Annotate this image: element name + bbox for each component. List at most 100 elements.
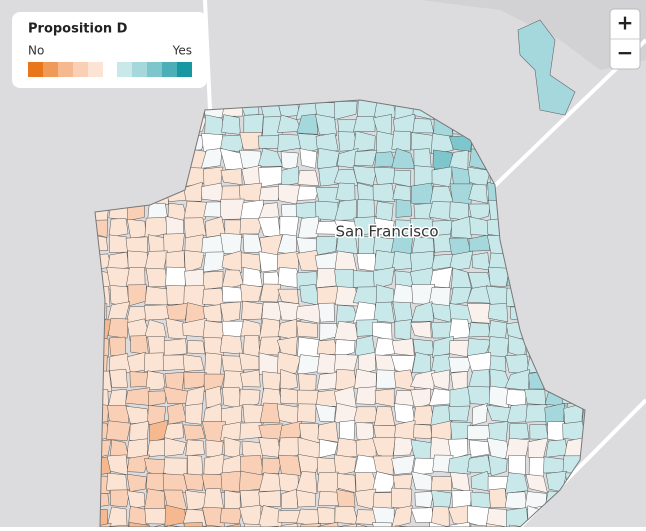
precinct (297, 523, 322, 527)
legend-swatch (117, 62, 132, 77)
precinct (144, 319, 167, 338)
precinct (471, 252, 491, 271)
precinct (184, 386, 205, 409)
precinct (144, 508, 168, 525)
precinct (183, 200, 207, 221)
precinct (334, 101, 358, 120)
precinct (354, 149, 378, 167)
precinct (448, 318, 471, 340)
precinct (125, 387, 151, 406)
precinct (391, 130, 411, 152)
precinct (375, 369, 397, 389)
precinct (183, 424, 206, 441)
precinct (393, 436, 416, 456)
precinct (298, 373, 317, 392)
precinct (485, 523, 511, 527)
precinct (147, 390, 167, 407)
precinct (243, 114, 264, 136)
precinct (165, 317, 188, 340)
precinct (279, 369, 298, 392)
precinct (258, 336, 280, 356)
precinct (219, 301, 241, 323)
precinct (334, 339, 356, 359)
zoom-in[interactable]: + (617, 11, 634, 35)
precinct (449, 183, 474, 206)
precinct (488, 385, 510, 409)
precinct (373, 166, 397, 185)
precinct (144, 304, 169, 321)
precinct (126, 218, 147, 239)
precinct (299, 148, 318, 169)
precinct (221, 320, 244, 340)
precinct (545, 439, 568, 458)
precinct (412, 457, 436, 476)
precinct (414, 491, 435, 509)
precinct (296, 471, 318, 495)
precinct (224, 489, 241, 512)
precinct (355, 386, 377, 405)
precinct (297, 403, 317, 423)
precinct (447, 454, 472, 475)
precinct (316, 471, 339, 494)
precinct (334, 320, 359, 342)
precinct (258, 490, 281, 507)
precinct (353, 116, 376, 132)
precinct (352, 406, 378, 424)
precinct (242, 335, 260, 357)
precinct (295, 201, 321, 222)
precinct (164, 437, 187, 457)
precinct (353, 130, 376, 153)
legend-swatch (132, 62, 147, 77)
precinct (525, 404, 549, 423)
precinct (410, 301, 434, 323)
precinct (163, 233, 185, 254)
precinct (221, 250, 242, 274)
precinct (143, 488, 165, 512)
precinct (487, 303, 509, 323)
precinct (317, 421, 339, 443)
precinct (486, 508, 511, 527)
precinct (412, 118, 435, 134)
precinct (296, 185, 321, 201)
precinct (187, 454, 204, 476)
precinct (259, 402, 281, 424)
precinct (467, 455, 492, 474)
precinct (467, 505, 490, 527)
legend: Proposition D No Yes (12, 12, 207, 88)
precinct (466, 303, 491, 324)
precinct (410, 321, 432, 339)
zoom-out[interactable]: − (617, 41, 634, 65)
precinct (316, 147, 340, 169)
precinct (355, 437, 377, 458)
precinct (430, 405, 453, 427)
precinct (220, 168, 243, 186)
precinct (258, 186, 282, 201)
precinct (185, 439, 205, 457)
treasure-island (517, 19, 576, 116)
city-label: San Francisco (335, 223, 438, 241)
precinct (126, 473, 147, 493)
precinct (129, 371, 149, 388)
precinct (261, 457, 282, 474)
precinct (240, 283, 263, 302)
precinct (409, 218, 434, 239)
precinct (277, 351, 302, 375)
precinct (315, 236, 338, 256)
precinct (204, 352, 223, 375)
precinct (449, 250, 474, 272)
precinct (505, 472, 529, 494)
precinct (220, 198, 245, 220)
precinct (428, 521, 452, 527)
precinct (109, 285, 130, 307)
precinct (108, 524, 129, 527)
precinct (200, 147, 223, 169)
precinct (242, 404, 264, 425)
precinct (467, 425, 492, 440)
precinct (468, 322, 491, 338)
precinct (352, 270, 377, 288)
precinct (373, 217, 395, 235)
precinct (467, 386, 491, 406)
precinct (276, 336, 298, 356)
legend-high: Yes (172, 44, 192, 58)
